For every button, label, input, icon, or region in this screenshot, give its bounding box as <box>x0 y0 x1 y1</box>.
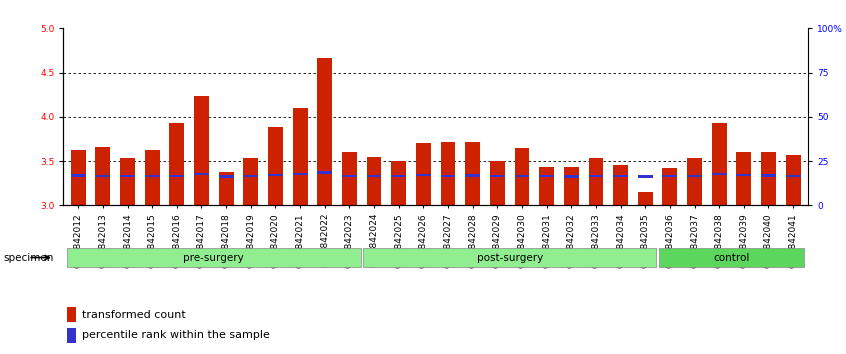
Bar <box>662 175 678 177</box>
Bar <box>169 175 184 177</box>
Bar <box>169 123 184 205</box>
Bar <box>638 192 652 205</box>
Bar <box>219 175 233 178</box>
Bar <box>662 168 678 205</box>
Bar <box>589 159 603 205</box>
Bar <box>268 174 283 176</box>
Bar <box>465 142 480 205</box>
Bar <box>589 175 603 177</box>
Bar <box>244 175 258 177</box>
Bar <box>711 173 727 175</box>
Bar <box>564 176 579 178</box>
Bar <box>687 158 702 205</box>
Bar <box>120 158 135 205</box>
Bar <box>145 150 160 205</box>
Bar <box>441 175 455 177</box>
Bar <box>659 248 805 267</box>
Bar <box>194 96 209 205</box>
Bar <box>613 175 628 177</box>
Bar <box>219 172 233 205</box>
Bar <box>514 148 530 205</box>
Text: specimen: specimen <box>3 252 53 263</box>
Bar <box>564 167 579 205</box>
Text: percentile rank within the sample: percentile rank within the sample <box>82 330 270 341</box>
Bar <box>293 108 307 205</box>
Bar <box>736 174 751 176</box>
Bar <box>786 175 800 177</box>
Bar <box>120 175 135 177</box>
Bar <box>786 155 800 205</box>
Bar <box>317 58 332 205</box>
Bar <box>392 175 406 177</box>
Bar <box>490 175 505 177</box>
Bar <box>317 171 332 174</box>
Bar <box>736 152 751 205</box>
Bar <box>366 175 382 177</box>
Bar <box>514 175 530 177</box>
Bar <box>268 127 283 205</box>
Bar <box>67 307 76 322</box>
Bar <box>71 150 85 205</box>
Bar <box>366 157 382 205</box>
Bar <box>194 173 209 175</box>
Bar <box>613 166 628 205</box>
Bar <box>761 152 776 205</box>
Bar <box>363 248 656 267</box>
Bar <box>539 175 554 177</box>
Bar <box>145 175 160 177</box>
Bar <box>67 248 360 267</box>
Bar <box>342 152 357 205</box>
Bar <box>490 161 505 205</box>
Bar <box>342 175 357 177</box>
Text: pre-surgery: pre-surgery <box>184 252 244 263</box>
Bar <box>761 174 776 177</box>
Bar <box>441 142 455 205</box>
Bar <box>638 176 652 178</box>
Bar <box>416 174 431 176</box>
Text: post-surgery: post-surgery <box>476 252 543 263</box>
Bar <box>416 143 431 205</box>
Bar <box>96 175 110 177</box>
Bar <box>244 159 258 205</box>
Bar <box>96 147 110 205</box>
Bar <box>71 174 85 177</box>
Bar <box>67 328 76 343</box>
Text: transformed count: transformed count <box>82 310 186 320</box>
Bar <box>539 167 554 205</box>
Bar <box>711 123 727 205</box>
Bar <box>293 173 307 175</box>
Bar <box>687 175 702 177</box>
Text: control: control <box>713 252 750 263</box>
Bar <box>465 174 480 177</box>
Bar <box>392 161 406 205</box>
